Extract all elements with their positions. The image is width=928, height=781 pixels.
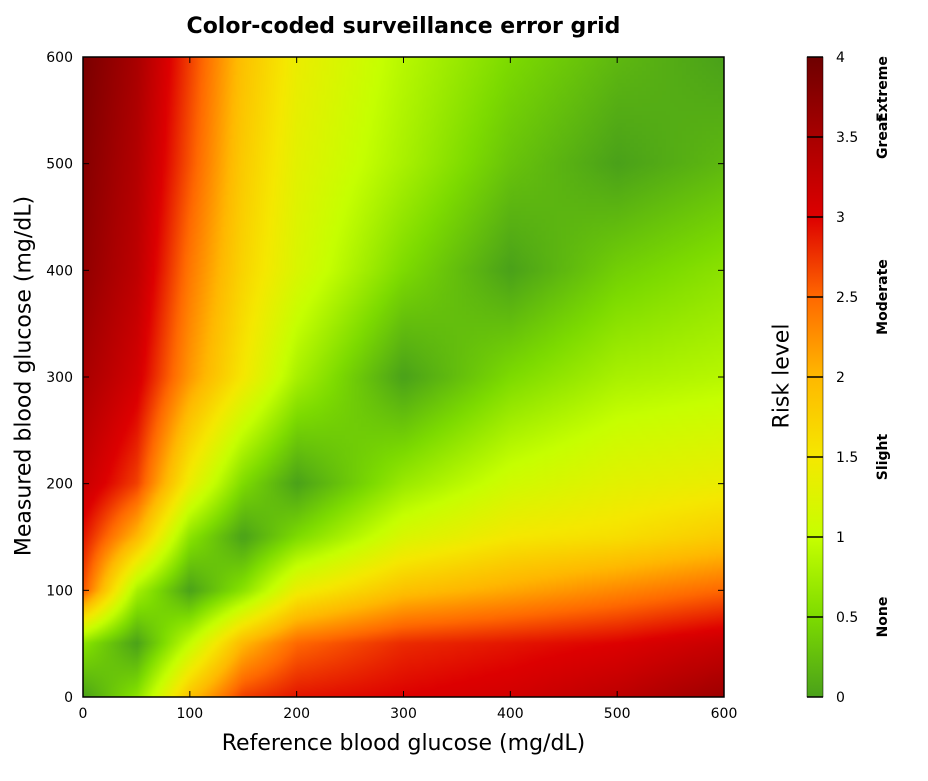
- x-tick-label: 0: [79, 706, 88, 722]
- chart-title: Color-coded surveillance error grid: [186, 14, 621, 39]
- y-tick-label: 200: [46, 477, 73, 493]
- heatmap-image: [83, 57, 724, 697]
- colorbar-tick-label: 4: [836, 50, 845, 66]
- heatmap: [83, 57, 724, 697]
- y-tick-label: 300: [46, 370, 73, 386]
- x-tick-label: 300: [390, 706, 417, 722]
- y-tick-label: 0: [64, 690, 73, 706]
- colorbar-category-label: Slight: [875, 434, 891, 481]
- x-tick-label: 100: [176, 706, 203, 722]
- colorbar-tick-label: 1.5: [836, 450, 858, 466]
- x-tick-label: 400: [497, 706, 524, 722]
- colorbar-category-label: Moderate: [875, 259, 891, 335]
- colorbar-category-label: None: [875, 597, 891, 638]
- colorbar-tick-label: 3: [836, 210, 845, 226]
- x-axis-ticks: 0 100 200 300 400 500 600: [79, 57, 738, 722]
- x-tick-label: 500: [604, 706, 631, 722]
- colorbar-tick-label: 0: [836, 690, 845, 706]
- y-tick-label: 500: [46, 157, 73, 173]
- x-tick-label: 200: [283, 706, 310, 722]
- colorbar-category-label: Extreme: [875, 56, 891, 122]
- y-axis-ticks: 0 100 200 300 400 500 600: [46, 50, 724, 706]
- colorbar-tick-label: 3.5: [836, 130, 858, 146]
- y-tick-label: 100: [46, 583, 73, 599]
- colorbar-tick-label: 2: [836, 370, 845, 386]
- colorbar-category-label: Great: [875, 115, 891, 159]
- y-tick-label: 600: [46, 50, 73, 66]
- colorbar-tick-label: 1: [836, 530, 845, 546]
- colorbar-tick-label: 0.5: [836, 610, 858, 626]
- y-tick-label: 400: [46, 263, 73, 279]
- colorbar-ticks: 0 0.5 1 1.5 2 2.5 3 3.5 4: [807, 50, 858, 706]
- x-tick-label: 600: [711, 706, 738, 722]
- colorbar-tick-label: 2.5: [836, 290, 858, 306]
- x-axis-label: Reference blood glucose (mg/dL): [221, 731, 586, 756]
